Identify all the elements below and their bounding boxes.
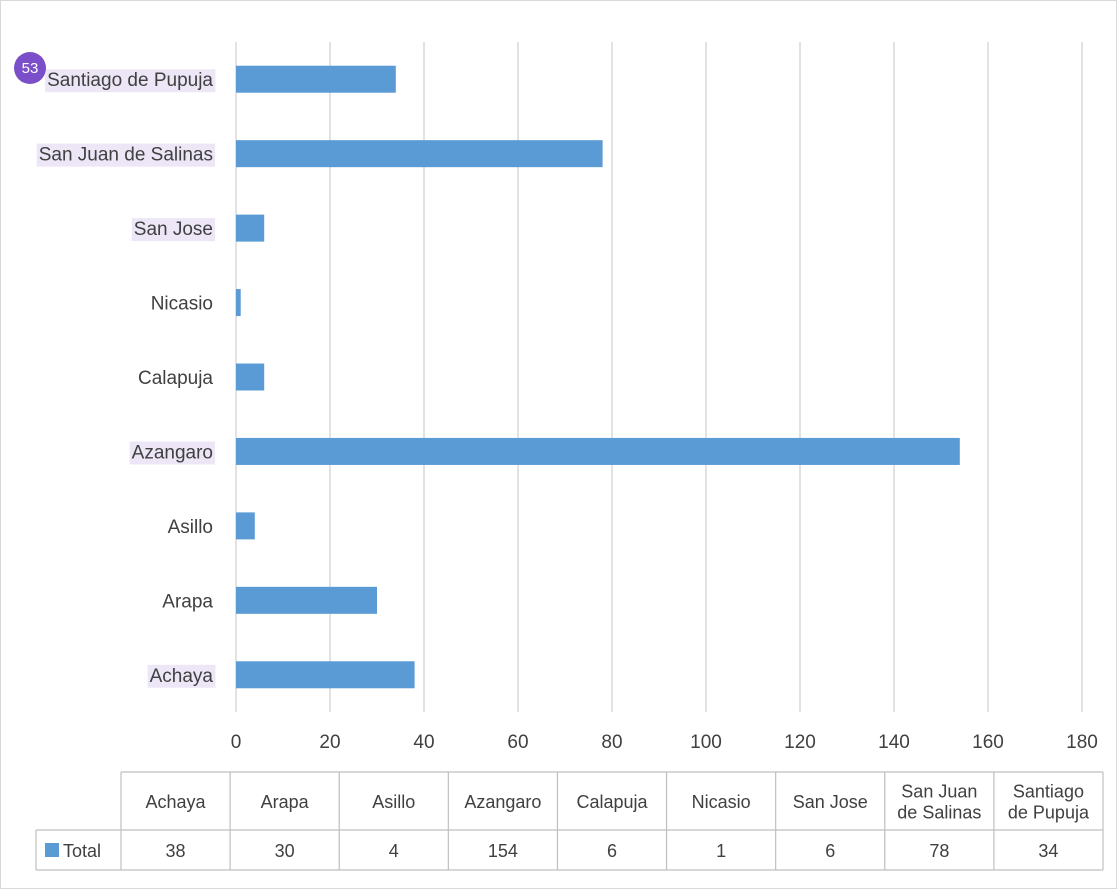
table-value: 6 [825,841,835,861]
table-header: Asillo [372,792,415,812]
bar [236,586,377,614]
table-value: 6 [607,841,617,861]
bar [236,512,255,540]
table-header: Calapuja [576,792,648,812]
x-tick-label: 60 [507,732,528,753]
label-highlight [36,143,215,167]
category-label: Asillo [168,517,213,538]
bar [236,661,415,689]
x-tick-label: 140 [878,732,910,753]
label-highlight [45,69,216,93]
x-tick-label: 120 [784,732,816,753]
legend-key [45,843,59,857]
bar [236,437,960,465]
table-header: Nicasio [692,792,751,812]
table-header: Santiago [1013,782,1084,802]
label-highlight [131,218,215,242]
bar [236,65,396,93]
badge [14,52,46,84]
table-header: Azangaro [464,792,541,812]
x-tick-label: 20 [319,732,340,753]
table-value: 34 [1038,841,1058,861]
category-label: Achaya [150,666,214,687]
x-tick-label: 0 [231,732,242,753]
table-header: San Jose [793,792,868,812]
x-tick-label: 80 [601,732,622,753]
table-value: 1 [716,841,726,861]
table-header: de Salinas [897,803,981,823]
bar [236,214,265,242]
table-value: 30 [275,841,295,861]
legend-label: Total [63,841,101,861]
x-tick-label: 180 [1066,732,1098,753]
x-tick-label: 160 [972,732,1004,753]
badge-number: 53 [22,60,39,77]
category-label: Santiago de Pupuja [47,70,213,91]
label-highlight [147,664,216,688]
x-tick-label: 40 [413,732,434,753]
category-label: Arapa [162,591,213,612]
bar [236,289,241,317]
bar [236,140,603,168]
table-value: 78 [929,841,949,861]
label-highlight [129,441,215,465]
table-value: 38 [166,841,186,861]
table-header: Achaya [146,792,207,812]
bar [236,363,265,391]
table-header: San Juan [901,782,977,802]
table-value: 4 [389,841,399,861]
table-header: de Pupuja [1008,803,1090,823]
category-label: Nicasio [151,294,213,315]
x-tick-label: 100 [690,732,722,753]
category-label: San Juan de Salinas [39,145,213,166]
category-label: Calapuja [138,368,213,389]
category-label: Azangaro [132,442,213,463]
table-value: 154 [488,841,518,861]
category-label: San Jose [134,219,213,240]
table-header: Arapa [261,792,310,812]
